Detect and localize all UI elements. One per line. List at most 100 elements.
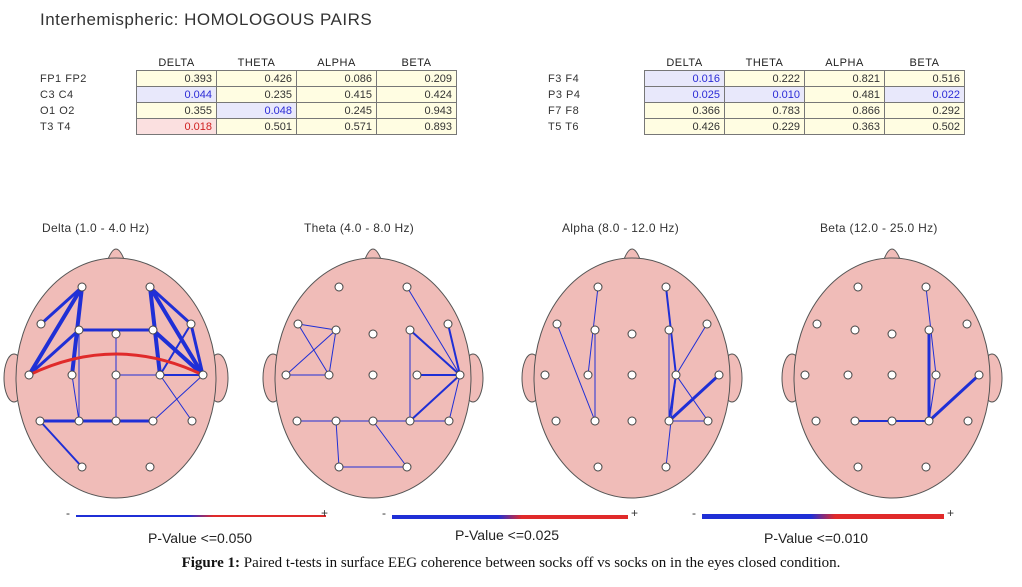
- table-cell: 0.048: [216, 102, 297, 119]
- band-label-delta: Delta (1.0 - 4.0 Hz): [42, 221, 150, 235]
- electrode-icon: [324, 370, 334, 380]
- legend-pvalue-1: P-Value <=0.050: [148, 530, 253, 546]
- table-header: THETA: [745, 57, 784, 69]
- table-row: T5 T6 0.426 0.229 0.363 0.502: [548, 118, 965, 135]
- electrode-icon: [811, 416, 821, 426]
- coherence-line: [447, 323, 461, 376]
- coherence-line: [159, 323, 192, 376]
- legend-minus: -: [66, 506, 70, 520]
- table-cell: 0.502: [884, 118, 965, 135]
- electrode-icon: [627, 416, 637, 426]
- coherence-line: [409, 329, 461, 376]
- coherence-line: [335, 420, 340, 468]
- table-row: O1 O2 0.355 0.048 0.245 0.943: [40, 102, 457, 119]
- table-cell: 0.363: [804, 118, 885, 135]
- row-label: FP1 FP2: [40, 72, 87, 85]
- table-header-row: DELTA THETA ALPHA BETA: [40, 57, 457, 71]
- table-cell: 0.016: [644, 70, 725, 87]
- electrode-icon: [455, 370, 465, 380]
- coherence-line: [189, 322, 205, 377]
- electrode-icon: [334, 462, 344, 472]
- coherence-table-right: DELTA THETA ALPHA BETA F3 F4 0.016 0.222 0.…: [548, 57, 965, 135]
- electrode-icon: [963, 416, 973, 426]
- coherence-line: [148, 285, 193, 326]
- row-label: C3 C4: [40, 88, 74, 101]
- table-cell: 0.018: [136, 118, 217, 135]
- coherence-line-positive: [28, 352, 204, 377]
- table-header: DELTA: [158, 57, 195, 69]
- table-cell: 0.426: [644, 118, 725, 135]
- coherence-line: [372, 420, 408, 468]
- electrode-icon: [627, 370, 637, 380]
- table-body: FP1 FP2 0.393 0.426 0.086 0.209 C3 C4 0.044 0.2…: [40, 70, 457, 135]
- coherence-line: [148, 285, 205, 377]
- legend-scale-1: - +: [66, 506, 336, 528]
- electrode-icon: [590, 416, 600, 426]
- table-cell: 0.943: [376, 102, 457, 119]
- legend-gradient-bar: [76, 515, 326, 517]
- table-header: ALPHA: [825, 57, 864, 69]
- electrode-icon: [664, 325, 674, 335]
- caption-label: Figure 1:: [181, 555, 241, 571]
- electrode-icon: [198, 370, 208, 380]
- table-cell: 0.355: [136, 102, 217, 119]
- coherence-line: [297, 323, 337, 331]
- electrode-icon: [924, 325, 934, 335]
- electrode-icon: [145, 282, 155, 292]
- electrode-icon: [921, 282, 931, 292]
- electrode-icon: [331, 325, 341, 335]
- electrode-icon: [443, 319, 453, 329]
- table-header-row: DELTA THETA ALPHA BETA: [548, 57, 965, 71]
- coherence-table-left: DELTA THETA ALPHA BETA FP1 FP2 0.393 0.426…: [40, 57, 457, 135]
- table-cell: 0.821: [804, 70, 885, 87]
- electrode-icon: [702, 319, 712, 329]
- table-header: BETA: [401, 57, 432, 69]
- band-label-beta: Beta (12.0 - 25.0 Hz): [820, 221, 938, 235]
- electrode-icon: [24, 370, 34, 380]
- coherence-line: [297, 323, 330, 376]
- electrode-icon: [703, 416, 713, 426]
- electrode-icon: [402, 462, 412, 472]
- electrode-icon: [293, 319, 303, 329]
- table-header: THETA: [237, 57, 276, 69]
- table-header-spacer: [548, 57, 645, 71]
- electrode-icon: [887, 370, 897, 380]
- electrode-icon: [850, 325, 860, 335]
- electrode-icon: [931, 370, 941, 380]
- coherence-line: [39, 285, 84, 326]
- coherence-line: [409, 374, 461, 422]
- legend-plus: +: [321, 506, 329, 520]
- electrode-icon: [583, 370, 593, 380]
- row-label: T3 T4: [40, 120, 72, 133]
- table-body: F3 F4 0.016 0.222 0.821 0.516 P3 P4 0.025 0.010…: [548, 70, 965, 135]
- electrode-icon: [671, 370, 681, 380]
- legend-scale-3: - +: [692, 506, 960, 528]
- table-cell: 0.424: [376, 86, 457, 103]
- electrode-icon: [843, 370, 853, 380]
- table-cell: 0.022: [884, 86, 965, 103]
- electrode-icon: [661, 462, 671, 472]
- table-cell: 0.209: [376, 70, 457, 87]
- electrode-icon: [850, 416, 860, 426]
- legend-plus: +: [947, 506, 955, 520]
- legend-minus: -: [692, 506, 696, 520]
- band-label-theta: Theta (4.0 - 8.0 Hz): [304, 221, 415, 235]
- coherence-line: [406, 286, 461, 376]
- legend-pvalue-3: P-Value <=0.010: [764, 530, 869, 546]
- head-maps: [3, 248, 1003, 499]
- table-cell: 0.229: [724, 118, 805, 135]
- table-row: T3 T4 0.018 0.501 0.571 0.893: [40, 118, 457, 135]
- table-header: BETA: [909, 57, 940, 69]
- row-label: F7 F8: [548, 104, 580, 117]
- electrode-icon: [368, 416, 378, 426]
- table-row: C3 C4 0.044 0.235 0.415 0.424: [40, 86, 457, 103]
- coherence-line: [27, 328, 81, 377]
- table-cell: 0.415: [296, 86, 377, 103]
- coherence-line: [151, 328, 205, 377]
- electrode-icon: [627, 329, 637, 339]
- legend-plus: +: [631, 506, 639, 520]
- table-cell: 0.222: [724, 70, 805, 87]
- electrode-icon: [714, 370, 724, 380]
- coherence-line: [448, 374, 461, 422]
- electrode-icon: [187, 416, 197, 426]
